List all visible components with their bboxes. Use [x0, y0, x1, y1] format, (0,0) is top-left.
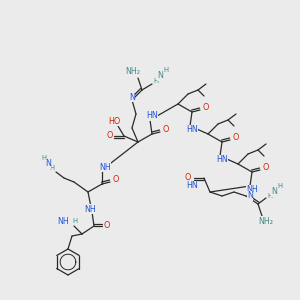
- Text: O: O: [263, 164, 269, 172]
- Text: H: H: [50, 165, 55, 171]
- Text: NH: NH: [246, 185, 258, 194]
- Text: HN: HN: [186, 125, 198, 134]
- Text: H: H: [278, 183, 283, 189]
- Text: H: H: [164, 67, 169, 73]
- Text: O: O: [104, 221, 110, 230]
- Text: N: N: [247, 191, 253, 200]
- Text: NH₂: NH₂: [125, 68, 140, 76]
- Text: NH: NH: [99, 163, 111, 172]
- Text: H: H: [72, 218, 78, 224]
- Text: O: O: [203, 103, 209, 112]
- Text: HN: HN: [186, 182, 198, 190]
- Text: N: N: [129, 92, 135, 101]
- Text: NH: NH: [57, 218, 69, 226]
- Text: N: N: [271, 188, 277, 196]
- Text: O: O: [163, 125, 169, 134]
- Text: O: O: [185, 173, 191, 182]
- Text: N: N: [157, 71, 163, 80]
- Text: H: H: [153, 78, 159, 84]
- Text: NH: NH: [84, 205, 96, 214]
- Text: H: H: [41, 155, 46, 161]
- Text: H: H: [267, 193, 273, 199]
- Text: O: O: [113, 176, 119, 184]
- Text: O: O: [233, 134, 239, 142]
- Text: HN: HN: [146, 112, 158, 121]
- Text: HN: HN: [216, 155, 228, 164]
- Text: NH₂: NH₂: [259, 217, 274, 226]
- Text: HO: HO: [108, 116, 120, 125]
- Text: O: O: [107, 131, 113, 140]
- Text: N: N: [45, 160, 51, 169]
